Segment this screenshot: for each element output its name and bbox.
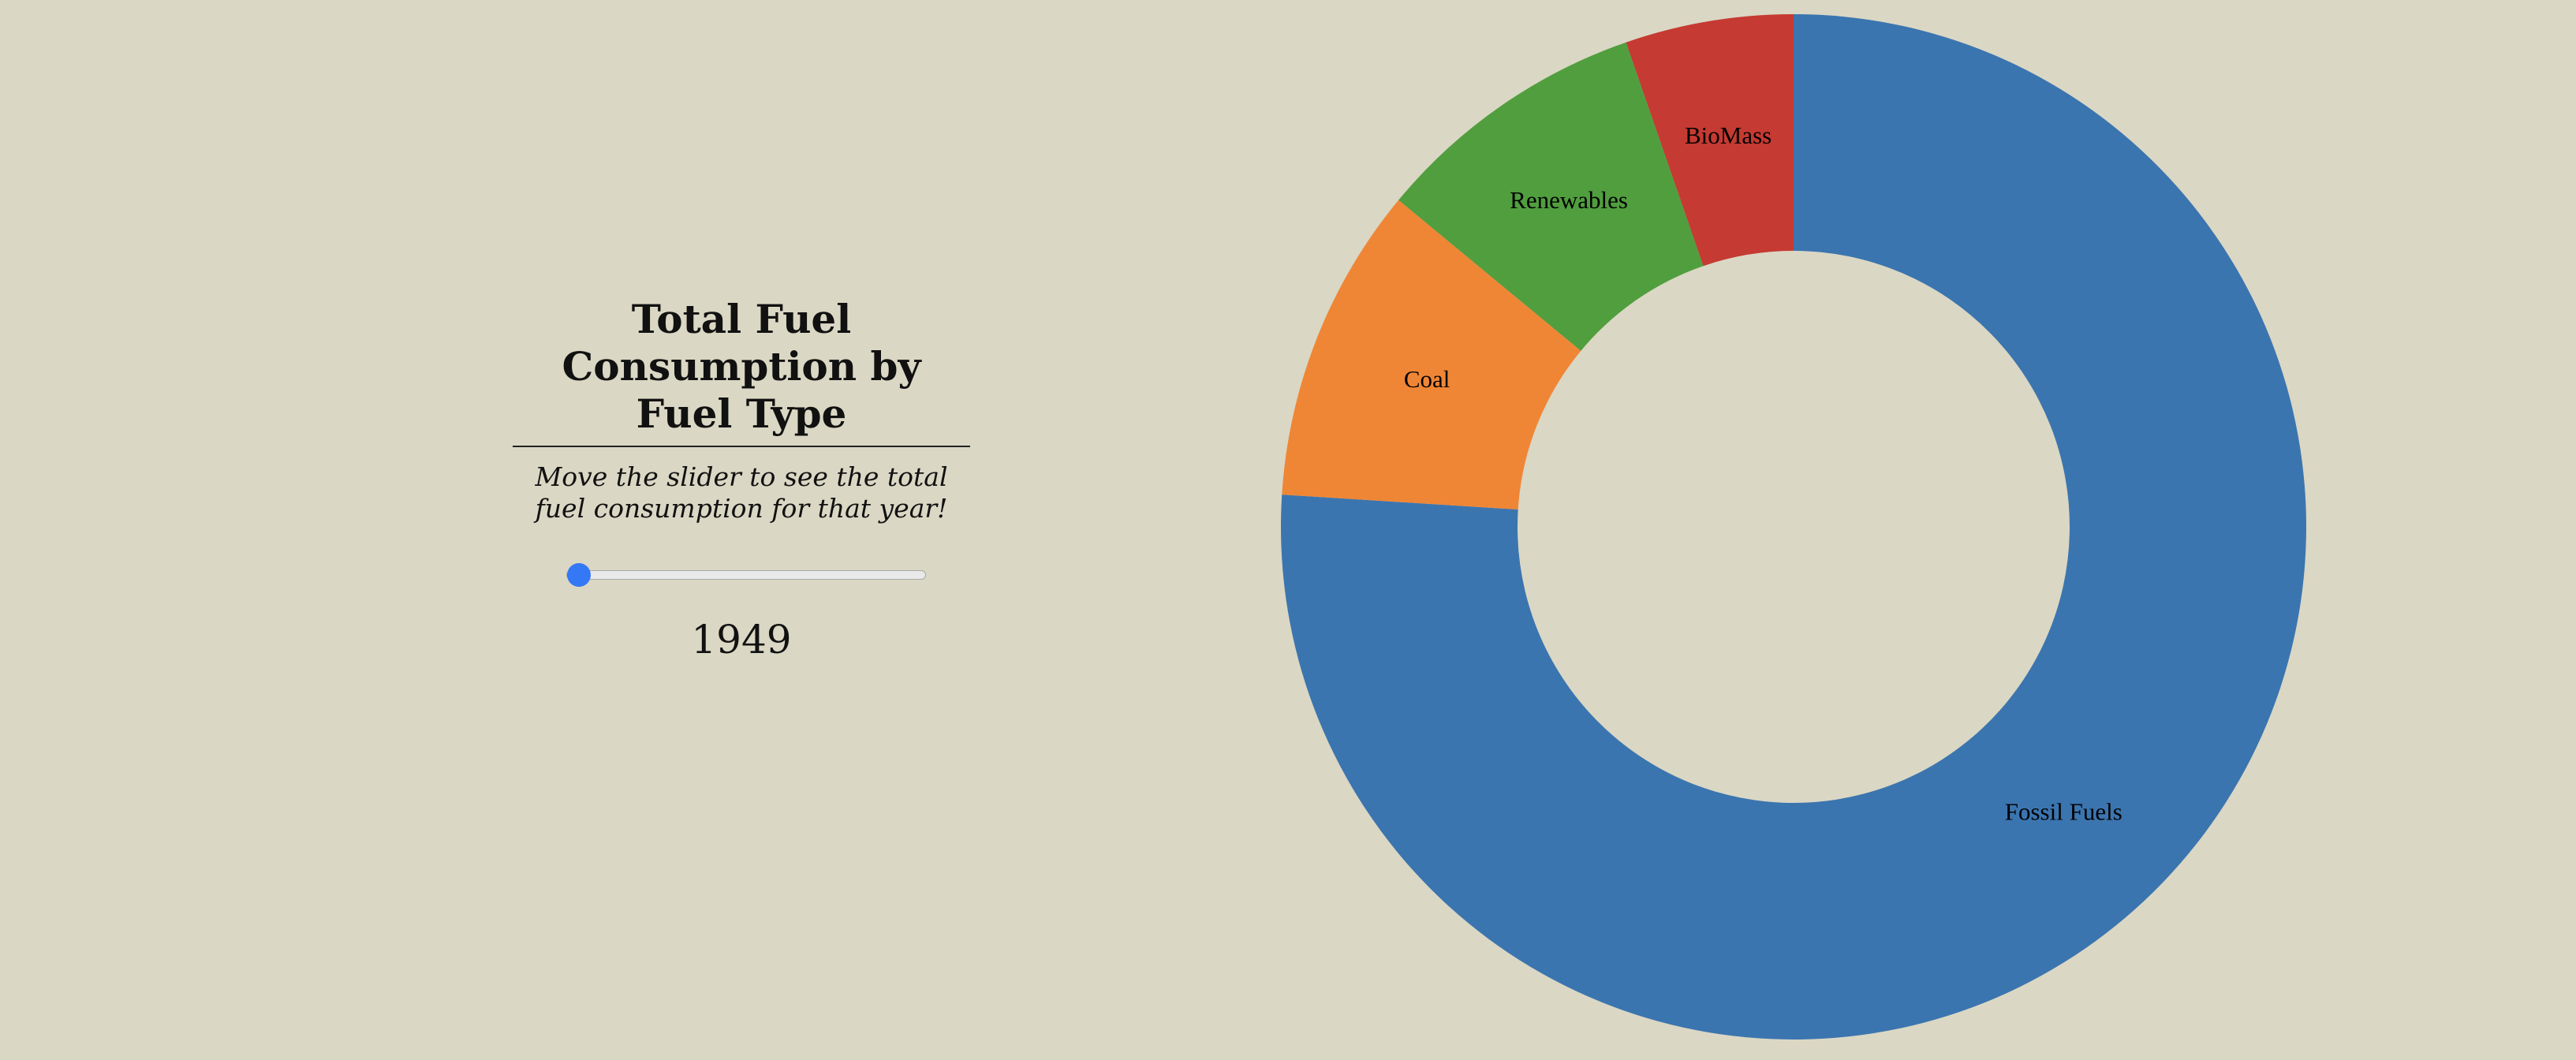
slider-track[interactable]: [566, 570, 926, 580]
slice-label-biomass: BioMass: [1685, 121, 1771, 149]
control-panel: Total Fuel Consumption by Fuel Type Move…: [513, 296, 970, 663]
year-slider[interactable]: [554, 559, 929, 591]
slice-label-coal: Coal: [1404, 365, 1450, 393]
chart-title: Total Fuel Consumption by Fuel Type: [513, 296, 970, 447]
year-readout: 1949: [691, 617, 792, 662]
slice-coal[interactable]: [1282, 200, 1581, 510]
donut-labels: Fossil Fuels Coal Renewables BioMass: [1404, 121, 2122, 826]
slider-thumb[interactable]: [567, 563, 591, 587]
slice-biomass[interactable]: [1626, 14, 1794, 267]
slice-label-fossil-fuels: Fossil Fuels: [2005, 798, 2122, 826]
slice-renewables[interactable]: [1398, 42, 1704, 351]
slice-fossil-fuels[interactable]: [1280, 14, 2307, 1039]
chart-subtitle: Move the slider to see the total fuel co…: [535, 461, 948, 524]
slice-label-renewables: Renewables: [1510, 186, 1628, 214]
donut-slices: [1280, 14, 2307, 1039]
